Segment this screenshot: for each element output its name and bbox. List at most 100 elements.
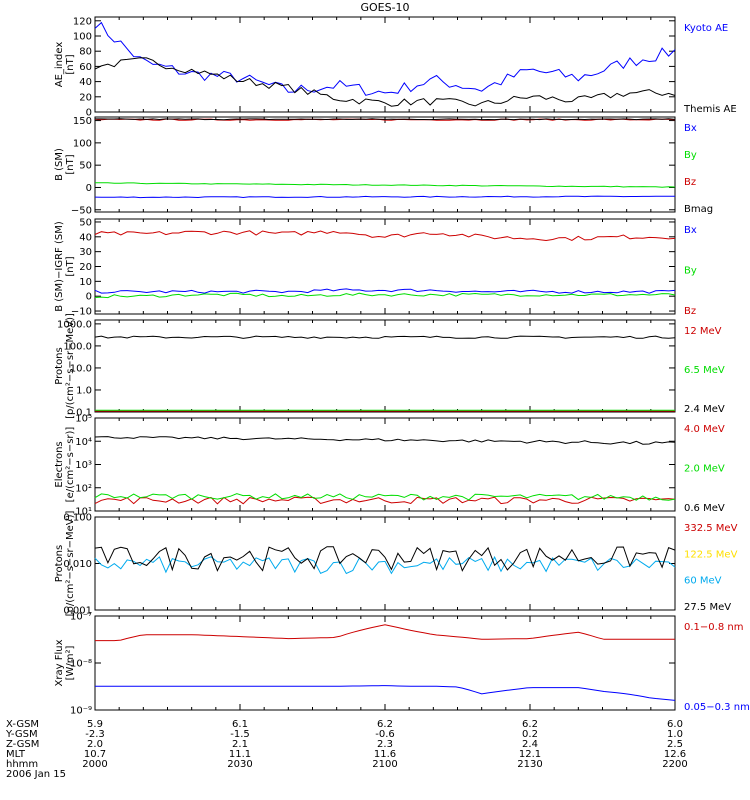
footer-cell: 2.3: [377, 739, 393, 750]
y-tick-label: 0: [86, 108, 92, 119]
legend-entry: 122.5 MeV: [684, 549, 738, 560]
series-line: [95, 685, 676, 701]
y-tick-label: −10: [71, 307, 92, 318]
y-tick-label: 50: [79, 161, 92, 172]
y-tick-label: 150: [73, 116, 92, 127]
footer-row-label: MLT: [6, 749, 26, 760]
y-axis-label: B (SM)−IGRF (SM): [54, 221, 65, 312]
y-tick-label: 10³: [75, 460, 92, 471]
y-axis-label: Protons: [54, 347, 65, 384]
panel-4: 0.1 1.0 10.0 100.0 1000.0 Protons [p/(cm²−s−sr…: [54, 313, 725, 419]
legend-entry: 332.5 MeV: [684, 523, 738, 534]
y-axis-label: B (SM): [54, 148, 65, 181]
series-line: [94, 546, 676, 572]
y-tick-label: 80: [79, 47, 92, 58]
y-axis-label: [p/(cm²−s−sr−MeV)]: [65, 313, 76, 419]
legend-entry: 0.6 MeV: [684, 503, 725, 514]
y-tick-label: 30: [79, 247, 92, 258]
footer-cell: 2.1: [232, 739, 248, 750]
y-tick-label: 60: [79, 62, 92, 73]
y-tick-label: 0.100: [63, 513, 92, 524]
footer-cell: 5.9: [87, 719, 103, 730]
footer-cell: 0.2: [522, 729, 538, 740]
panel-frame: [94, 116, 676, 213]
footer-row-label: X-GSM: [6, 719, 39, 730]
panel-frame: [94, 516, 676, 611]
y-tick-label: 0.010: [63, 559, 92, 570]
footer-cell: 2100: [372, 759, 397, 770]
panel-7: 10⁻⁹ 10⁻⁸ 10⁻⁷ Xray Flux [W/m²] 0.1−0.8 nm 0.0…: [54, 612, 750, 717]
footer-cell: 2030: [227, 759, 252, 770]
legend-entry: By: [684, 150, 697, 161]
panel-2: −50 0 50 100 150 B (SM) [nT] Bx By Bz Bmag: [54, 116, 713, 216]
y-tick-label: 10⁻⁷: [70, 612, 92, 623]
footer-cell: 6.0: [667, 719, 683, 730]
y-tick-label: 100: [73, 138, 92, 149]
y-axis-label: AE_index: [54, 42, 65, 88]
series-line: [94, 182, 676, 188]
legend-entry: Bx: [684, 225, 697, 236]
series-line: [94, 335, 676, 339]
footer-cell: 2130: [517, 759, 542, 770]
y-tick-label: 10.0: [70, 363, 92, 374]
y-tick-label: 10⁵: [75, 414, 92, 425]
legend-entry: 4.0 MeV: [684, 424, 725, 435]
y-tick-label: 10⁻⁸: [70, 659, 92, 670]
series-line: [95, 624, 675, 642]
y-tick-label: 10: [79, 277, 92, 288]
legend-entry: 6.5 MeV: [684, 365, 725, 376]
y-tick-label: 0.1: [76, 408, 92, 419]
y-tick-label: 10⁻⁹: [70, 706, 92, 717]
footer-date: 2006 Jan 15: [6, 769, 66, 780]
series-line: [94, 195, 676, 199]
legend-entry: 0.1−0.8 nm: [684, 622, 743, 633]
y-tick-label: 0: [86, 292, 92, 303]
legend-entry: 0.05−0.3 nm: [684, 702, 750, 713]
footer-row-label: hhmm: [6, 759, 38, 770]
footer-cell: 2.0: [87, 739, 103, 750]
y-axis-label: [nT]: [65, 256, 76, 276]
footer-cell: 2200: [662, 759, 687, 770]
legend-entry: By: [684, 266, 697, 277]
y-tick-label: 10⁴: [75, 437, 92, 448]
footer-cell: 11.6: [374, 749, 396, 760]
y-axis-label: Xray Flux: [54, 639, 65, 686]
panel-frame: [94, 615, 676, 711]
y-tick-label: 1.0: [76, 385, 92, 396]
panel-frame: [94, 218, 676, 315]
legend-entry: 2.0 MeV: [684, 464, 725, 475]
footer-row-label: Y-GSM: [5, 729, 38, 740]
legend-entry: 12 MeV: [684, 326, 722, 337]
y-tick-label: 1000.0: [57, 319, 92, 330]
series-line: [94, 292, 676, 299]
figure-title: GOES-10: [360, 1, 409, 14]
series-line: [95, 118, 676, 121]
footer-cell: -2.3: [85, 729, 105, 740]
y-tick-label: 0.001: [63, 606, 92, 617]
legend-entry: Bz: [684, 306, 696, 317]
series-line: [94, 230, 676, 242]
y-tick-label: 120: [73, 16, 92, 27]
legend-entry: Kyoto AE: [684, 23, 728, 34]
legend-entry: 2.4 MeV: [684, 404, 725, 415]
y-axis-label: Protons: [54, 545, 65, 582]
footer-cell: 6.2: [377, 719, 393, 730]
y-tick-label: 10²: [75, 483, 92, 494]
y-tick-label: 40: [79, 77, 92, 88]
y-tick-label: 20: [79, 92, 92, 103]
y-tick-label: −50: [71, 205, 92, 216]
y-axis-label: [nT]: [65, 154, 76, 174]
footer-cell: 12.1: [519, 749, 541, 760]
series-line: [94, 496, 676, 505]
footer-cell: -1.5: [230, 729, 250, 740]
y-axis-label: [p/(cm²−s−sr−MeV)]: [65, 510, 76, 616]
y-axis-label: [nT]: [65, 54, 76, 74]
footer-cell: 2.4: [522, 739, 538, 750]
panel-5: 10¹ 10² 10³ 10⁴ 10⁵ Electrons [e/(cm²−s−sr)] 4.…: [54, 414, 725, 518]
series-line: [94, 436, 676, 445]
footer-cell: -0.6: [375, 729, 395, 740]
footer-cell: 6.1: [232, 719, 248, 730]
